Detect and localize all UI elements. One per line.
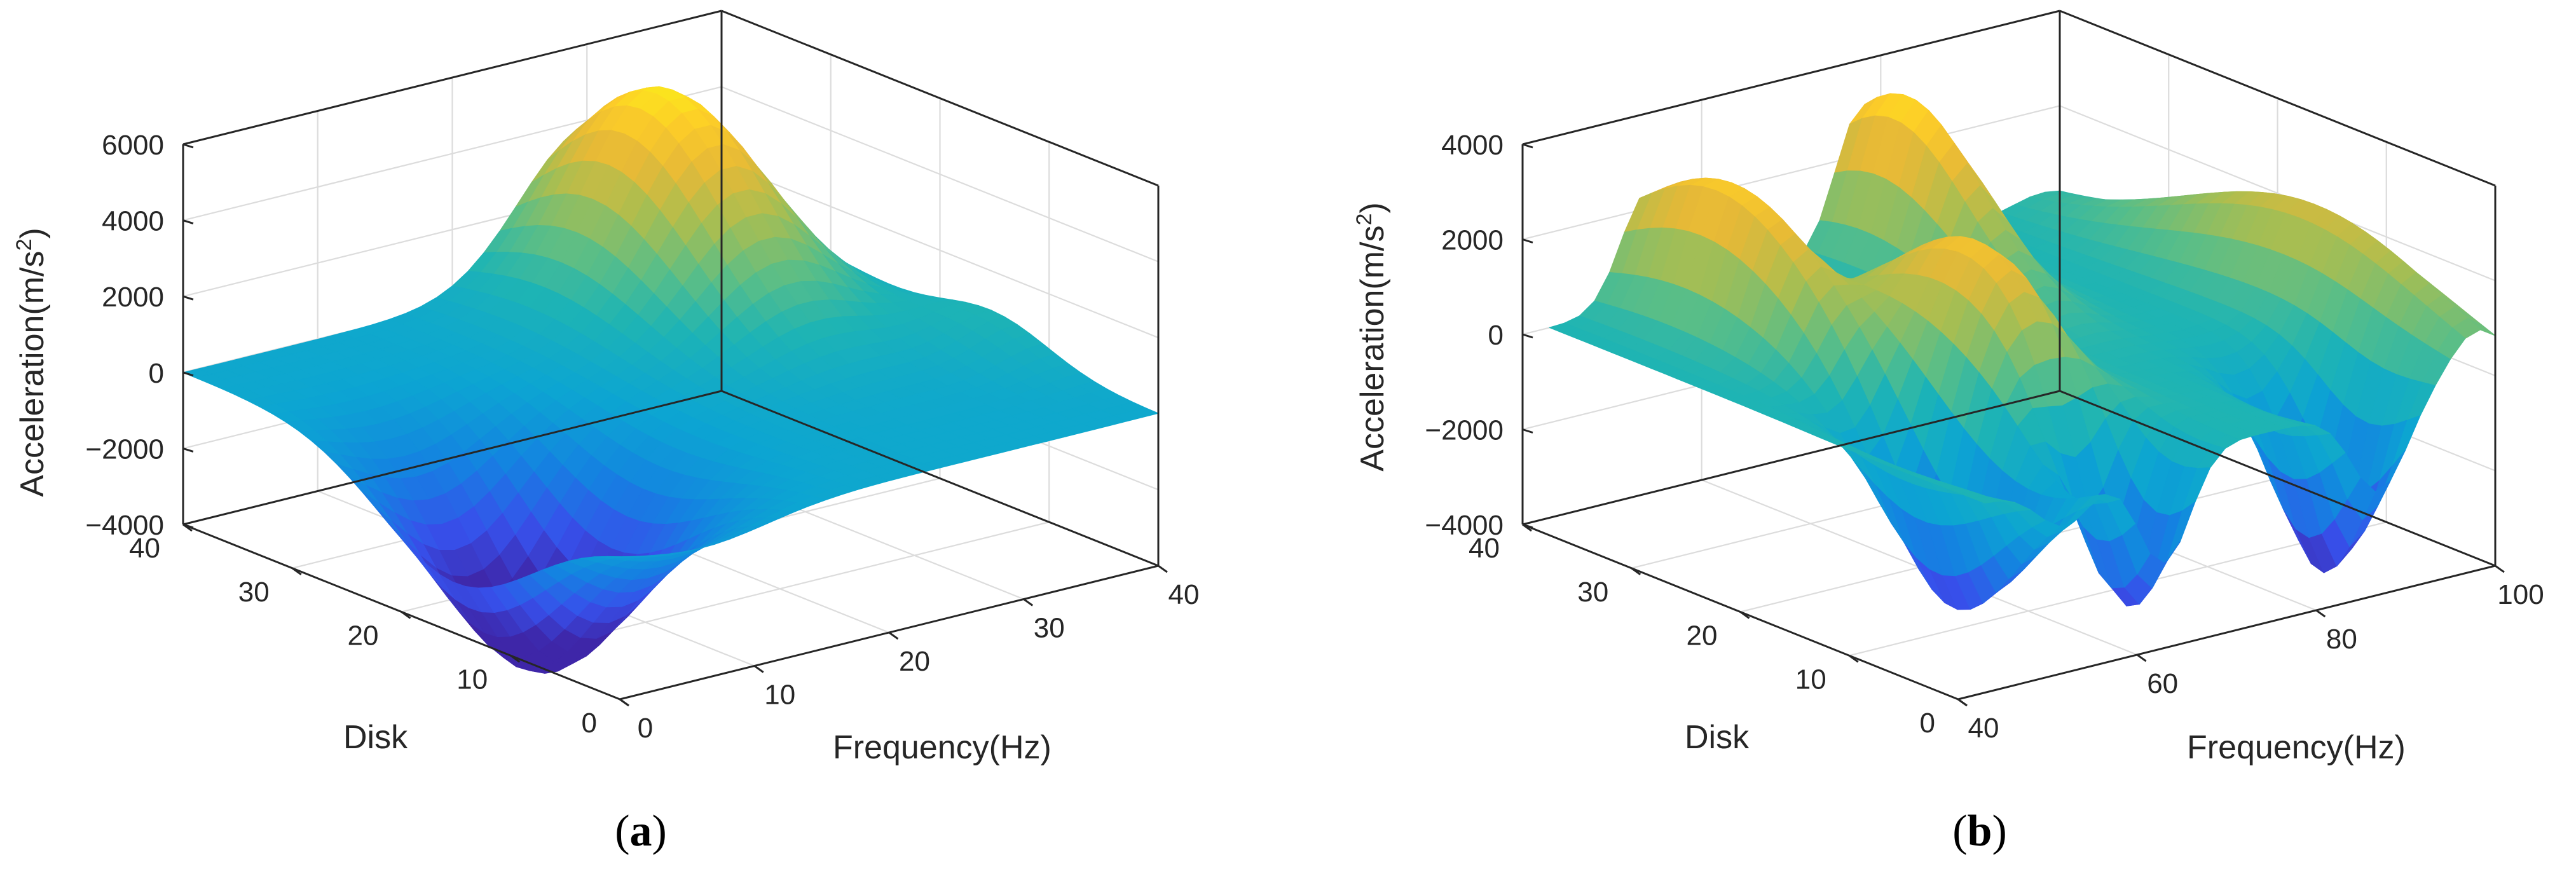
x-tick	[753, 665, 764, 673]
z-tick-label: 4000	[102, 206, 164, 237]
panel-a-caption: (a)	[615, 807, 667, 856]
z-tick	[1522, 333, 1533, 339]
x-tick-label: 0	[638, 713, 653, 744]
y-tick-label: 10	[456, 664, 488, 695]
side-wall-gridline	[721, 86, 1159, 263]
surface-facet	[606, 556, 636, 558]
y-tick-label: 10	[1795, 664, 1826, 695]
z-tick	[182, 447, 194, 453]
x-tick-label: 40	[1968, 713, 1999, 744]
panel-b-xlabel: Frequency(Hz)	[2187, 729, 2406, 766]
y-tick	[1631, 567, 1641, 575]
side-wall-gridline	[721, 162, 1159, 339]
z-tick-label: −4000	[1425, 510, 1504, 541]
z-tick	[182, 523, 194, 529]
y-tick-label: 20	[1687, 620, 1718, 652]
x-axis-line	[1957, 565, 2496, 701]
y-tick	[401, 611, 411, 619]
panel-a-surface	[182, 86, 1159, 674]
z-tick-label: −2000	[85, 434, 164, 465]
z-tick	[182, 295, 194, 301]
panel-b-ylabel: Disk	[1685, 719, 1750, 756]
y-tick	[1848, 655, 1859, 663]
z-tick-label: 0	[1488, 320, 1504, 351]
x-tick-label: 20	[899, 646, 930, 677]
y-tick	[619, 698, 629, 707]
panel-a-ylabel: Disk	[343, 719, 408, 756]
x-tick	[2315, 609, 2326, 618]
side-wall-gridline	[2059, 105, 2496, 282]
z-tick	[182, 143, 194, 149]
box-edge	[721, 390, 1159, 567]
z-tick	[182, 371, 194, 377]
back-wall-gridline	[1522, 105, 2060, 240]
box-edge	[182, 10, 722, 146]
z-tick-label: 4000	[1441, 130, 1504, 161]
x-tick	[2495, 565, 2505, 573]
x-tick	[1158, 565, 1168, 573]
z-tick	[1522, 143, 1533, 149]
y-tick-label: 20	[348, 620, 379, 652]
y-tick-label: 0	[1920, 708, 1935, 739]
box-edge	[721, 10, 1159, 187]
y-tick	[1957, 698, 1968, 707]
z-tick-label: 2000	[102, 282, 164, 313]
y-tick-label: 30	[1577, 577, 1608, 608]
panel-b-caption: (b)	[1952, 807, 2007, 856]
z-tick	[182, 219, 194, 225]
panel-a-axes	[182, 10, 1168, 707]
y-tick-label: 30	[238, 577, 270, 608]
panel-b-zlabel: Acceleration(m/s2)	[1352, 202, 1391, 471]
z-tick	[1522, 523, 1533, 529]
surface-facet	[1971, 496, 2001, 503]
box-edge	[2059, 10, 2496, 187]
x-tick-label: 100	[2497, 579, 2544, 610]
y-tick-label: 0	[582, 708, 597, 739]
x-tick	[888, 631, 899, 640]
panel-b-axes	[1521, 10, 2505, 707]
z-tick-label: 0	[149, 358, 164, 389]
y-tick	[510, 655, 521, 663]
x-tick	[1023, 598, 1034, 606]
y-tick-label: 40	[1469, 533, 1500, 564]
z-tick-label: −4000	[85, 510, 164, 541]
box-edge	[1522, 390, 2060, 526]
panel-b-surface	[1549, 93, 2496, 610]
panel-a-zlabel: Acceleration(m/s2)	[12, 228, 51, 496]
panel-a-tick-labels: 010203040010203040−4000−2000020004000600…	[85, 130, 1199, 744]
x-tick-label: 60	[2147, 668, 2178, 699]
box-edge	[2059, 390, 2496, 567]
x-tick	[2136, 653, 2147, 662]
y-tick	[1739, 611, 1750, 619]
panel-a: 010203040010203040−4000−2000020004000600…	[12, 10, 1199, 856]
panel-a-xlabel: Frequency(Hz)	[833, 729, 1052, 766]
x-tick-label: 10	[764, 680, 795, 711]
x-tick-label: 80	[2326, 624, 2357, 655]
y-tick-label: 40	[129, 533, 160, 564]
z-tick-label: 2000	[1441, 225, 1504, 256]
x-tick-label: 30	[1034, 613, 1065, 644]
z-tick-label: 6000	[102, 130, 164, 161]
x-tick-label: 40	[1168, 579, 1200, 610]
box-edge	[1522, 10, 2060, 146]
z-tick	[1522, 428, 1533, 434]
box-edge	[182, 390, 722, 526]
z-tick-label: −2000	[1425, 415, 1504, 446]
y-tick	[291, 567, 302, 575]
z-tick	[1522, 238, 1533, 243]
